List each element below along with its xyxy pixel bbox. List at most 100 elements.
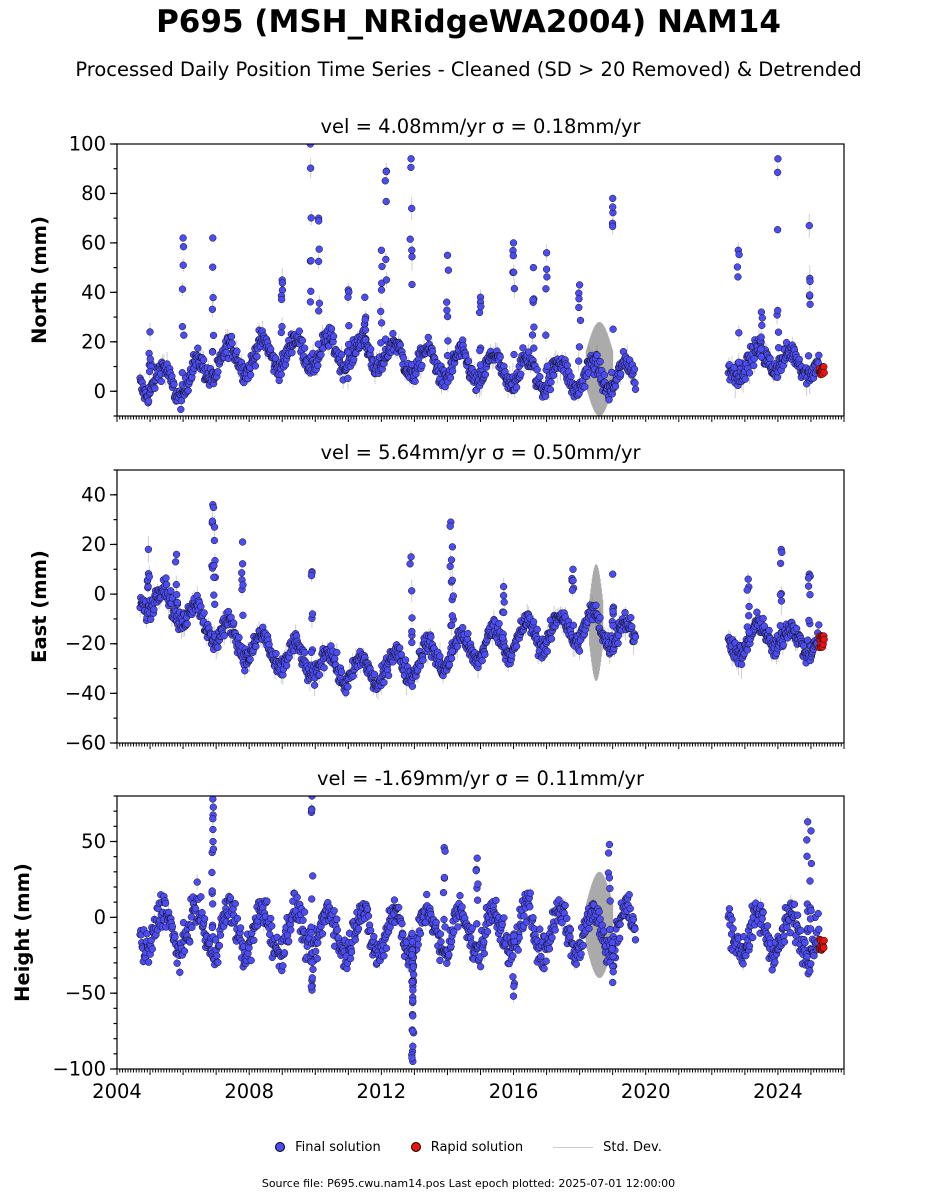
final-point bbox=[238, 569, 246, 577]
final-point bbox=[774, 155, 782, 163]
y-tick-label: −60 bbox=[65, 732, 106, 755]
final-point bbox=[496, 353, 504, 361]
final-point bbox=[621, 608, 629, 617]
final-point bbox=[399, 354, 408, 362]
final-point bbox=[766, 354, 774, 363]
final-point bbox=[448, 543, 457, 551]
final-point bbox=[805, 221, 813, 230]
final-point bbox=[252, 642, 260, 651]
final-point bbox=[214, 958, 222, 967]
final-point bbox=[499, 582, 508, 591]
final-point bbox=[361, 336, 370, 344]
final-point bbox=[277, 370, 285, 379]
final-point bbox=[408, 587, 416, 595]
final-point bbox=[750, 355, 758, 363]
final-point bbox=[263, 897, 271, 905]
panel-title: vel = 5.64mm/yr σ = 0.50mm/yr bbox=[320, 441, 641, 464]
final-point bbox=[443, 251, 452, 259]
final-point bbox=[180, 331, 188, 339]
final-point bbox=[464, 629, 472, 638]
final-point bbox=[500, 598, 508, 606]
final-point bbox=[382, 255, 390, 264]
final-point bbox=[200, 609, 208, 617]
final-point bbox=[424, 333, 432, 342]
final-point bbox=[212, 936, 220, 944]
final-point bbox=[209, 331, 218, 340]
final-point bbox=[476, 361, 485, 369]
final-point bbox=[333, 915, 341, 923]
final-point bbox=[377, 319, 386, 327]
final-point bbox=[774, 328, 783, 336]
final-point bbox=[197, 602, 205, 611]
final-point bbox=[315, 307, 323, 315]
final-point bbox=[278, 322, 286, 331]
final-point bbox=[361, 326, 370, 334]
final-point bbox=[408, 204, 416, 213]
final-point bbox=[806, 591, 814, 599]
final-point bbox=[806, 291, 814, 299]
final-point bbox=[609, 325, 617, 333]
final-point bbox=[333, 926, 341, 934]
final-point bbox=[210, 573, 218, 582]
final-point bbox=[481, 650, 489, 659]
final-point bbox=[173, 959, 181, 967]
final-point bbox=[220, 632, 228, 640]
final-point bbox=[329, 332, 338, 340]
final-point bbox=[569, 621, 578, 629]
final-point bbox=[279, 962, 287, 970]
final-point bbox=[307, 257, 315, 265]
final-point bbox=[210, 523, 219, 531]
final-point bbox=[407, 155, 415, 163]
final-point bbox=[178, 322, 187, 331]
final-point bbox=[408, 253, 416, 261]
final-point bbox=[170, 380, 178, 389]
final-point bbox=[381, 177, 389, 185]
final-point bbox=[250, 936, 258, 944]
final-point bbox=[519, 344, 527, 352]
final-point bbox=[776, 559, 785, 568]
final-point bbox=[188, 923, 196, 931]
axes-frame bbox=[116, 469, 845, 744]
final-point bbox=[384, 671, 393, 680]
final-point bbox=[547, 378, 555, 386]
final-point bbox=[773, 168, 782, 177]
final-point bbox=[331, 654, 339, 663]
final-point bbox=[161, 899, 170, 907]
final-point bbox=[367, 926, 375, 935]
final-point bbox=[310, 681, 319, 689]
final-point bbox=[327, 325, 336, 333]
chart-title: P695 (MSH_NRidgeWA2004) NAM14 bbox=[156, 4, 781, 40]
final-point bbox=[605, 396, 613, 404]
final-point bbox=[381, 335, 390, 343]
y-tick-label: 0 bbox=[94, 380, 106, 403]
final-point bbox=[741, 375, 749, 383]
final-point bbox=[377, 307, 385, 316]
final-point bbox=[443, 298, 451, 306]
final-point bbox=[210, 591, 218, 599]
final-point bbox=[453, 642, 462, 651]
rapid-solution-points bbox=[815, 632, 828, 652]
final-point bbox=[509, 239, 518, 247]
final-point bbox=[542, 249, 551, 257]
final-point bbox=[344, 340, 353, 349]
final-point bbox=[609, 607, 617, 616]
final-point bbox=[592, 601, 600, 609]
final-point bbox=[542, 265, 551, 273]
final-point bbox=[411, 377, 419, 385]
final-point bbox=[293, 893, 301, 902]
final-point bbox=[575, 295, 583, 303]
final-point bbox=[459, 623, 467, 632]
final-point bbox=[176, 968, 184, 976]
final-point bbox=[735, 358, 743, 366]
final-point bbox=[737, 660, 746, 669]
final-point bbox=[275, 376, 283, 385]
final-point bbox=[596, 357, 604, 366]
final-point bbox=[446, 562, 454, 571]
final-point bbox=[239, 611, 247, 619]
final-point bbox=[757, 353, 765, 361]
final-point bbox=[267, 345, 275, 353]
y-tick-label: 40 bbox=[81, 483, 106, 506]
final-point bbox=[144, 958, 153, 966]
y-tick-label: 20 bbox=[81, 330, 106, 353]
final-point bbox=[298, 336, 307, 345]
